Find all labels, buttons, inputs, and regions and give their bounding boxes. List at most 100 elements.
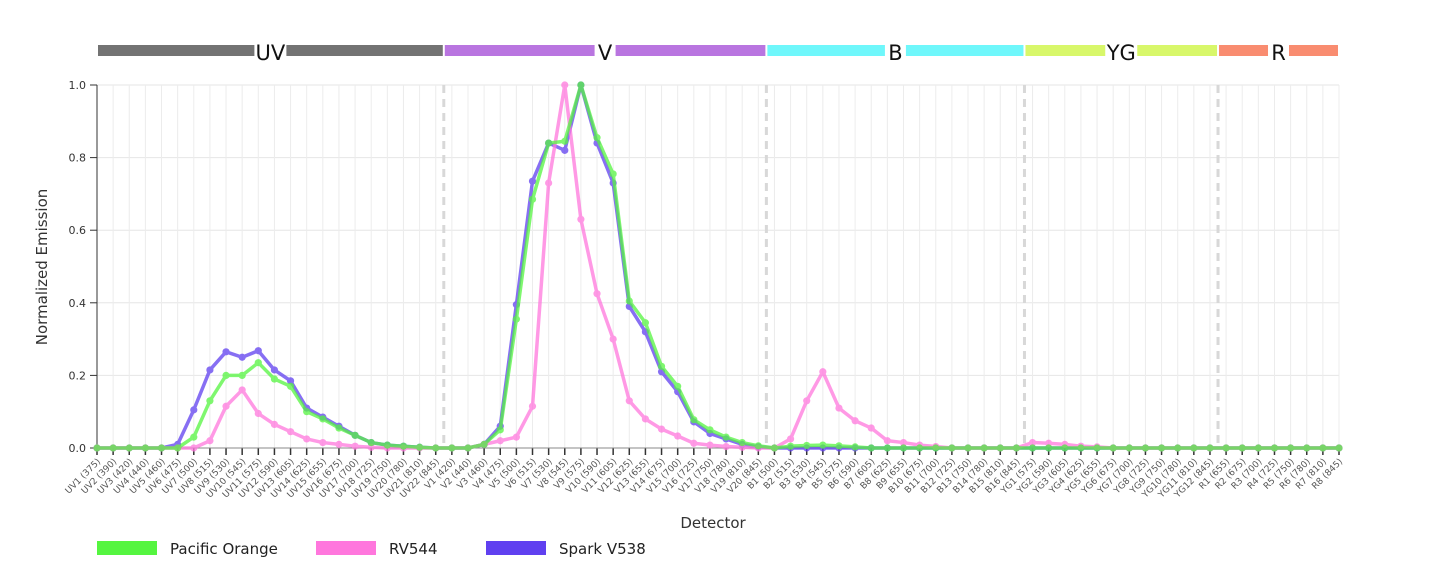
x-axis-title: Detector [680, 514, 746, 532]
data-point [1141, 444, 1150, 452]
data-point [754, 442, 762, 450]
data-point [1335, 444, 1343, 452]
data-point [206, 397, 214, 405]
data-point [286, 377, 295, 385]
data-point [851, 417, 859, 425]
laser-band-b [767, 45, 885, 56]
data-point [206, 366, 214, 374]
data-point [738, 438, 746, 447]
data-point [964, 444, 972, 452]
laser-band-yg [1137, 45, 1218, 56]
data-point [899, 438, 908, 447]
data-point [432, 444, 440, 452]
data-point [1270, 444, 1279, 452]
data-point [625, 297, 633, 305]
data-point [222, 348, 230, 356]
data-point [238, 386, 246, 394]
data-point [1125, 444, 1133, 452]
data-point [141, 444, 149, 452]
data-point [1190, 444, 1198, 452]
data-point [1157, 444, 1166, 452]
legend-label: RV544 [389, 540, 438, 558]
data-point [415, 443, 424, 451]
data-point [1061, 444, 1069, 452]
series-spark-v538 [93, 81, 1343, 452]
data-point [448, 444, 456, 452]
data-point [948, 444, 956, 452]
laser-band-v [444, 45, 595, 56]
data-point [883, 444, 891, 452]
data-point [238, 371, 246, 379]
data-point [835, 442, 843, 450]
legend-swatch [486, 541, 546, 555]
data-point [561, 81, 569, 89]
data-point [1222, 444, 1230, 452]
legend: Pacific Orange RV544 Spark V538 [97, 540, 646, 558]
data-point [1303, 444, 1311, 452]
data-point [174, 444, 182, 452]
series-line [97, 83, 1339, 450]
data-point [690, 416, 698, 424]
data-point [803, 397, 811, 405]
data-point [545, 179, 553, 187]
data-point [319, 438, 327, 447]
y-tick-label: 0.6 [69, 224, 87, 237]
data-point [1174, 444, 1182, 452]
data-point [238, 353, 246, 361]
data-point [609, 170, 617, 178]
data-point [851, 443, 859, 451]
data-point [190, 433, 198, 441]
data-point [722, 433, 730, 441]
data-point [496, 426, 504, 434]
legend-swatch [97, 541, 157, 555]
data-point [609, 335, 617, 343]
data-point [319, 415, 327, 423]
data-point [641, 319, 650, 327]
data-point [190, 444, 198, 452]
data-point [399, 442, 408, 450]
data-point [786, 435, 795, 443]
legend-swatch [316, 541, 376, 555]
y-tick-label: 0.0 [69, 442, 87, 455]
data-point [1109, 444, 1117, 452]
y-axis: 0.0 0.2 0.4 0.6 0.8 1.0 [69, 79, 98, 455]
legend-label: Spark V538 [559, 540, 646, 558]
data-point [1206, 444, 1214, 452]
data-point [1254, 444, 1262, 452]
data-point [254, 347, 262, 355]
y-tick-label: 1.0 [69, 79, 87, 92]
data-point [464, 444, 472, 452]
data-point [383, 441, 391, 449]
data-point [770, 444, 779, 452]
series-rv544 [93, 81, 1343, 452]
data-point [916, 444, 924, 452]
data-point [835, 404, 843, 412]
data-point [867, 424, 875, 432]
data-point [1319, 444, 1327, 452]
grid [96, 84, 1340, 449]
data-point [657, 425, 666, 433]
data-point [1077, 444, 1085, 452]
data-point [109, 444, 117, 452]
laser-band-yg [1025, 45, 1106, 56]
data-point [528, 177, 537, 185]
data-point [270, 366, 279, 374]
data-point [351, 431, 359, 439]
data-point [674, 382, 682, 390]
data-point [367, 438, 375, 447]
data-point [722, 442, 730, 451]
series-line [97, 83, 1339, 450]
data-point [1028, 438, 1037, 447]
y-tick-label: 0.8 [69, 152, 87, 165]
data-point [545, 139, 553, 147]
y-axis-title: Normalized Emission [33, 189, 51, 346]
data-point [270, 420, 279, 429]
data-point [674, 432, 682, 440]
laser-label: R [1271, 41, 1286, 65]
data-point [303, 408, 311, 416]
data-point [786, 442, 795, 450]
data-point [286, 382, 295, 390]
laser-label: YG [1106, 41, 1136, 65]
data-point [222, 371, 230, 379]
